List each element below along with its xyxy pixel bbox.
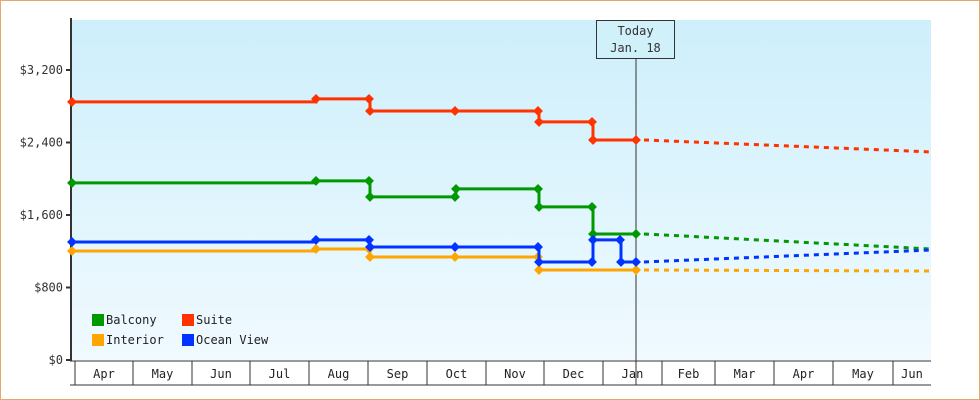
- x-tick-label: Jan: [622, 367, 644, 381]
- x-tick-label: Jul: [269, 367, 291, 381]
- y-tick-label: $0: [49, 353, 63, 367]
- x-tick-label: Jun: [210, 367, 232, 381]
- today-annotation: Today Jan. 18: [596, 20, 675, 59]
- x-tick-label: Apr: [93, 367, 115, 381]
- legend: Balcony Suite Interior Ocean View: [92, 311, 292, 349]
- x-tick-label: Nov: [504, 367, 526, 381]
- x-axis: Apr May Jun Jul Aug Sep Oct Nov Dec Jan Feb Mar Apr M…: [70, 360, 931, 386]
- legend-item-suite[interactable]: Suite: [182, 311, 292, 329]
- legend-item-balcony[interactable]: Balcony: [92, 311, 182, 329]
- legend-label: Suite: [196, 313, 233, 327]
- series-suite: [67, 93, 932, 154]
- x-tick-label: Apr: [793, 367, 815, 381]
- x-tick-label: Sep: [387, 367, 409, 381]
- legend-label: Interior: [106, 333, 164, 347]
- x-tick-label: May: [152, 367, 174, 381]
- y-tick-label: $2,400: [20, 136, 63, 150]
- series-group: [67, 93, 932, 275]
- x-tick-label: Feb: [678, 367, 700, 381]
- x-tick-label: May: [852, 367, 874, 381]
- legend-label: Ocean View: [196, 333, 269, 347]
- ocean-view-swatch-icon: [182, 334, 194, 346]
- y-tick-label: $1,600: [20, 208, 63, 222]
- x-tick-label: Aug: [328, 367, 350, 381]
- suite-swatch-icon: [182, 314, 194, 326]
- x-tick-label: Dec: [563, 367, 585, 381]
- series-balcony: [67, 175, 932, 251]
- x-tick-label: Jun: [901, 367, 923, 381]
- x-tick-label: Mar: [734, 367, 756, 381]
- interior-swatch-icon: [92, 334, 104, 346]
- today-label: Today: [617, 24, 654, 38]
- series-ocean-view: [67, 234, 932, 267]
- y-tick-label: $800: [34, 281, 63, 295]
- x-tick-label: Oct: [446, 367, 468, 381]
- legend-item-interior[interactable]: Interior: [92, 331, 182, 349]
- balcony-swatch-icon: [92, 314, 104, 326]
- legend-label: Balcony: [106, 313, 157, 327]
- y-tick-label: $3,200: [20, 63, 63, 77]
- y-axis: $0 $800 $1,600 $2,400 $3,200: [20, 18, 72, 367]
- legend-item-ocean-view[interactable]: Ocean View: [182, 331, 292, 349]
- today-date: Jan. 18: [610, 41, 661, 55]
